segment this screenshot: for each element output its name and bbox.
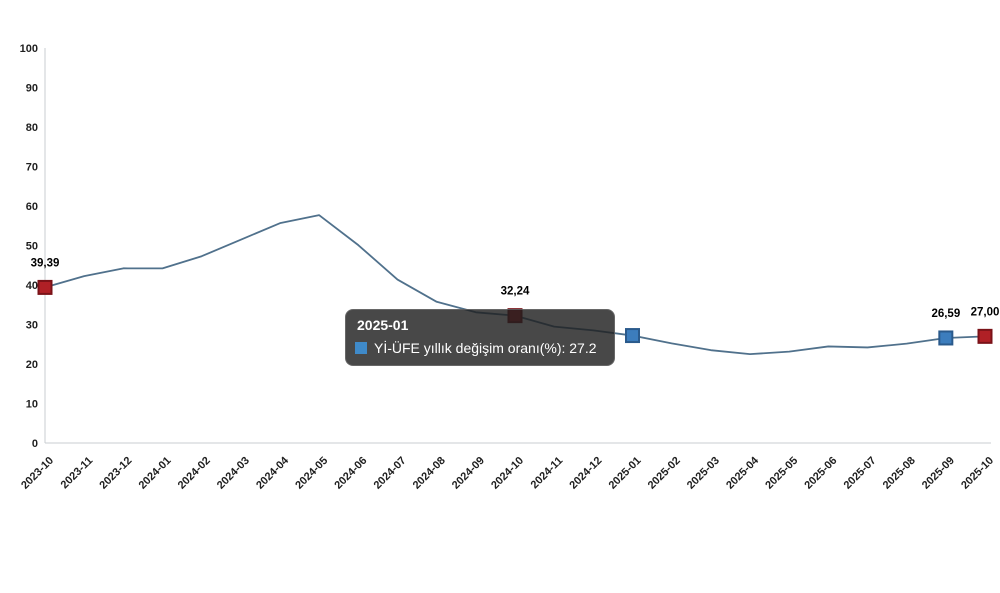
x-axis-label: 2025-03 [685,455,722,492]
x-axis-label: 2024-10 [489,455,526,492]
y-axis-label: 60 [26,201,38,213]
chart-tooltip: 2025-01 Yİ-ÜFE yıllık değişim oranı(%): … [345,309,615,366]
x-axis-label: 2024-03 [215,455,252,492]
x-axis-label: 2025-06 [802,455,839,492]
x-axis-label: 2025-10 [959,455,996,492]
data-point-label: 39,39 [31,257,60,269]
y-axis-label: 80 [26,122,38,134]
y-axis-label: 10 [26,399,38,411]
y-axis-label: 0 [32,438,38,450]
data-point-marker[interactable] [625,328,640,344]
x-axis-label: 2023-11 [59,455,96,492]
tooltip-series-row: Yİ-ÜFE yıllık değişim oranı(%): 27.2 [355,340,604,356]
x-axis-label: 2024-01 [137,455,174,492]
x-axis-label: 2025-05 [763,455,800,492]
x-axis-label: 2024-04 [254,454,292,492]
y-axis-label: 20 [26,359,38,371]
data-point-marker[interactable] [977,328,993,344]
x-axis-label: 2024-09 [450,455,487,492]
y-axis-label: 50 [26,241,38,253]
x-axis-label: 2024-06 [332,455,369,492]
x-axis-label: 2023-10 [19,455,56,492]
x-axis-label: 2025-07 [842,455,879,492]
x-axis-label: 2025-02 [646,455,683,492]
x-axis-label: 2025-09 [920,455,957,492]
x-axis-label: 2025-08 [881,455,918,492]
data-point-label: 32,24 [501,286,530,298]
x-axis-label: 2024-12 [567,455,604,492]
data-point-marker[interactable] [938,330,954,346]
x-axis-label: 2024-02 [176,455,213,492]
tooltip-period: 2025-01 [357,317,409,333]
x-axis-label: 2025-04 [724,454,762,492]
x-axis-label: 2023-12 [97,455,134,492]
data-point-label: 27,00 [971,306,1000,318]
x-axis-label: 2025-01 [607,455,644,492]
x-axis-label: 2024-11 [529,455,566,492]
y-axis-label: 70 [26,162,38,174]
x-axis-label: 2024-07 [372,455,409,492]
tooltip-series-value: Yİ-ÜFE yıllık değişim oranı(%): 27.2 [374,340,597,356]
data-point-label: 26,59 [931,308,960,320]
data-point-marker[interactable] [37,279,53,295]
x-axis-label: 2024-08 [411,455,448,492]
y-axis-label: 40 [26,280,38,292]
y-axis-label: 90 [26,83,38,95]
y-axis-label: 100 [20,43,38,55]
x-axis-label: 2024-05 [293,455,330,492]
y-axis-label: 30 [26,320,38,332]
series-color-swatch-icon [355,342,367,354]
